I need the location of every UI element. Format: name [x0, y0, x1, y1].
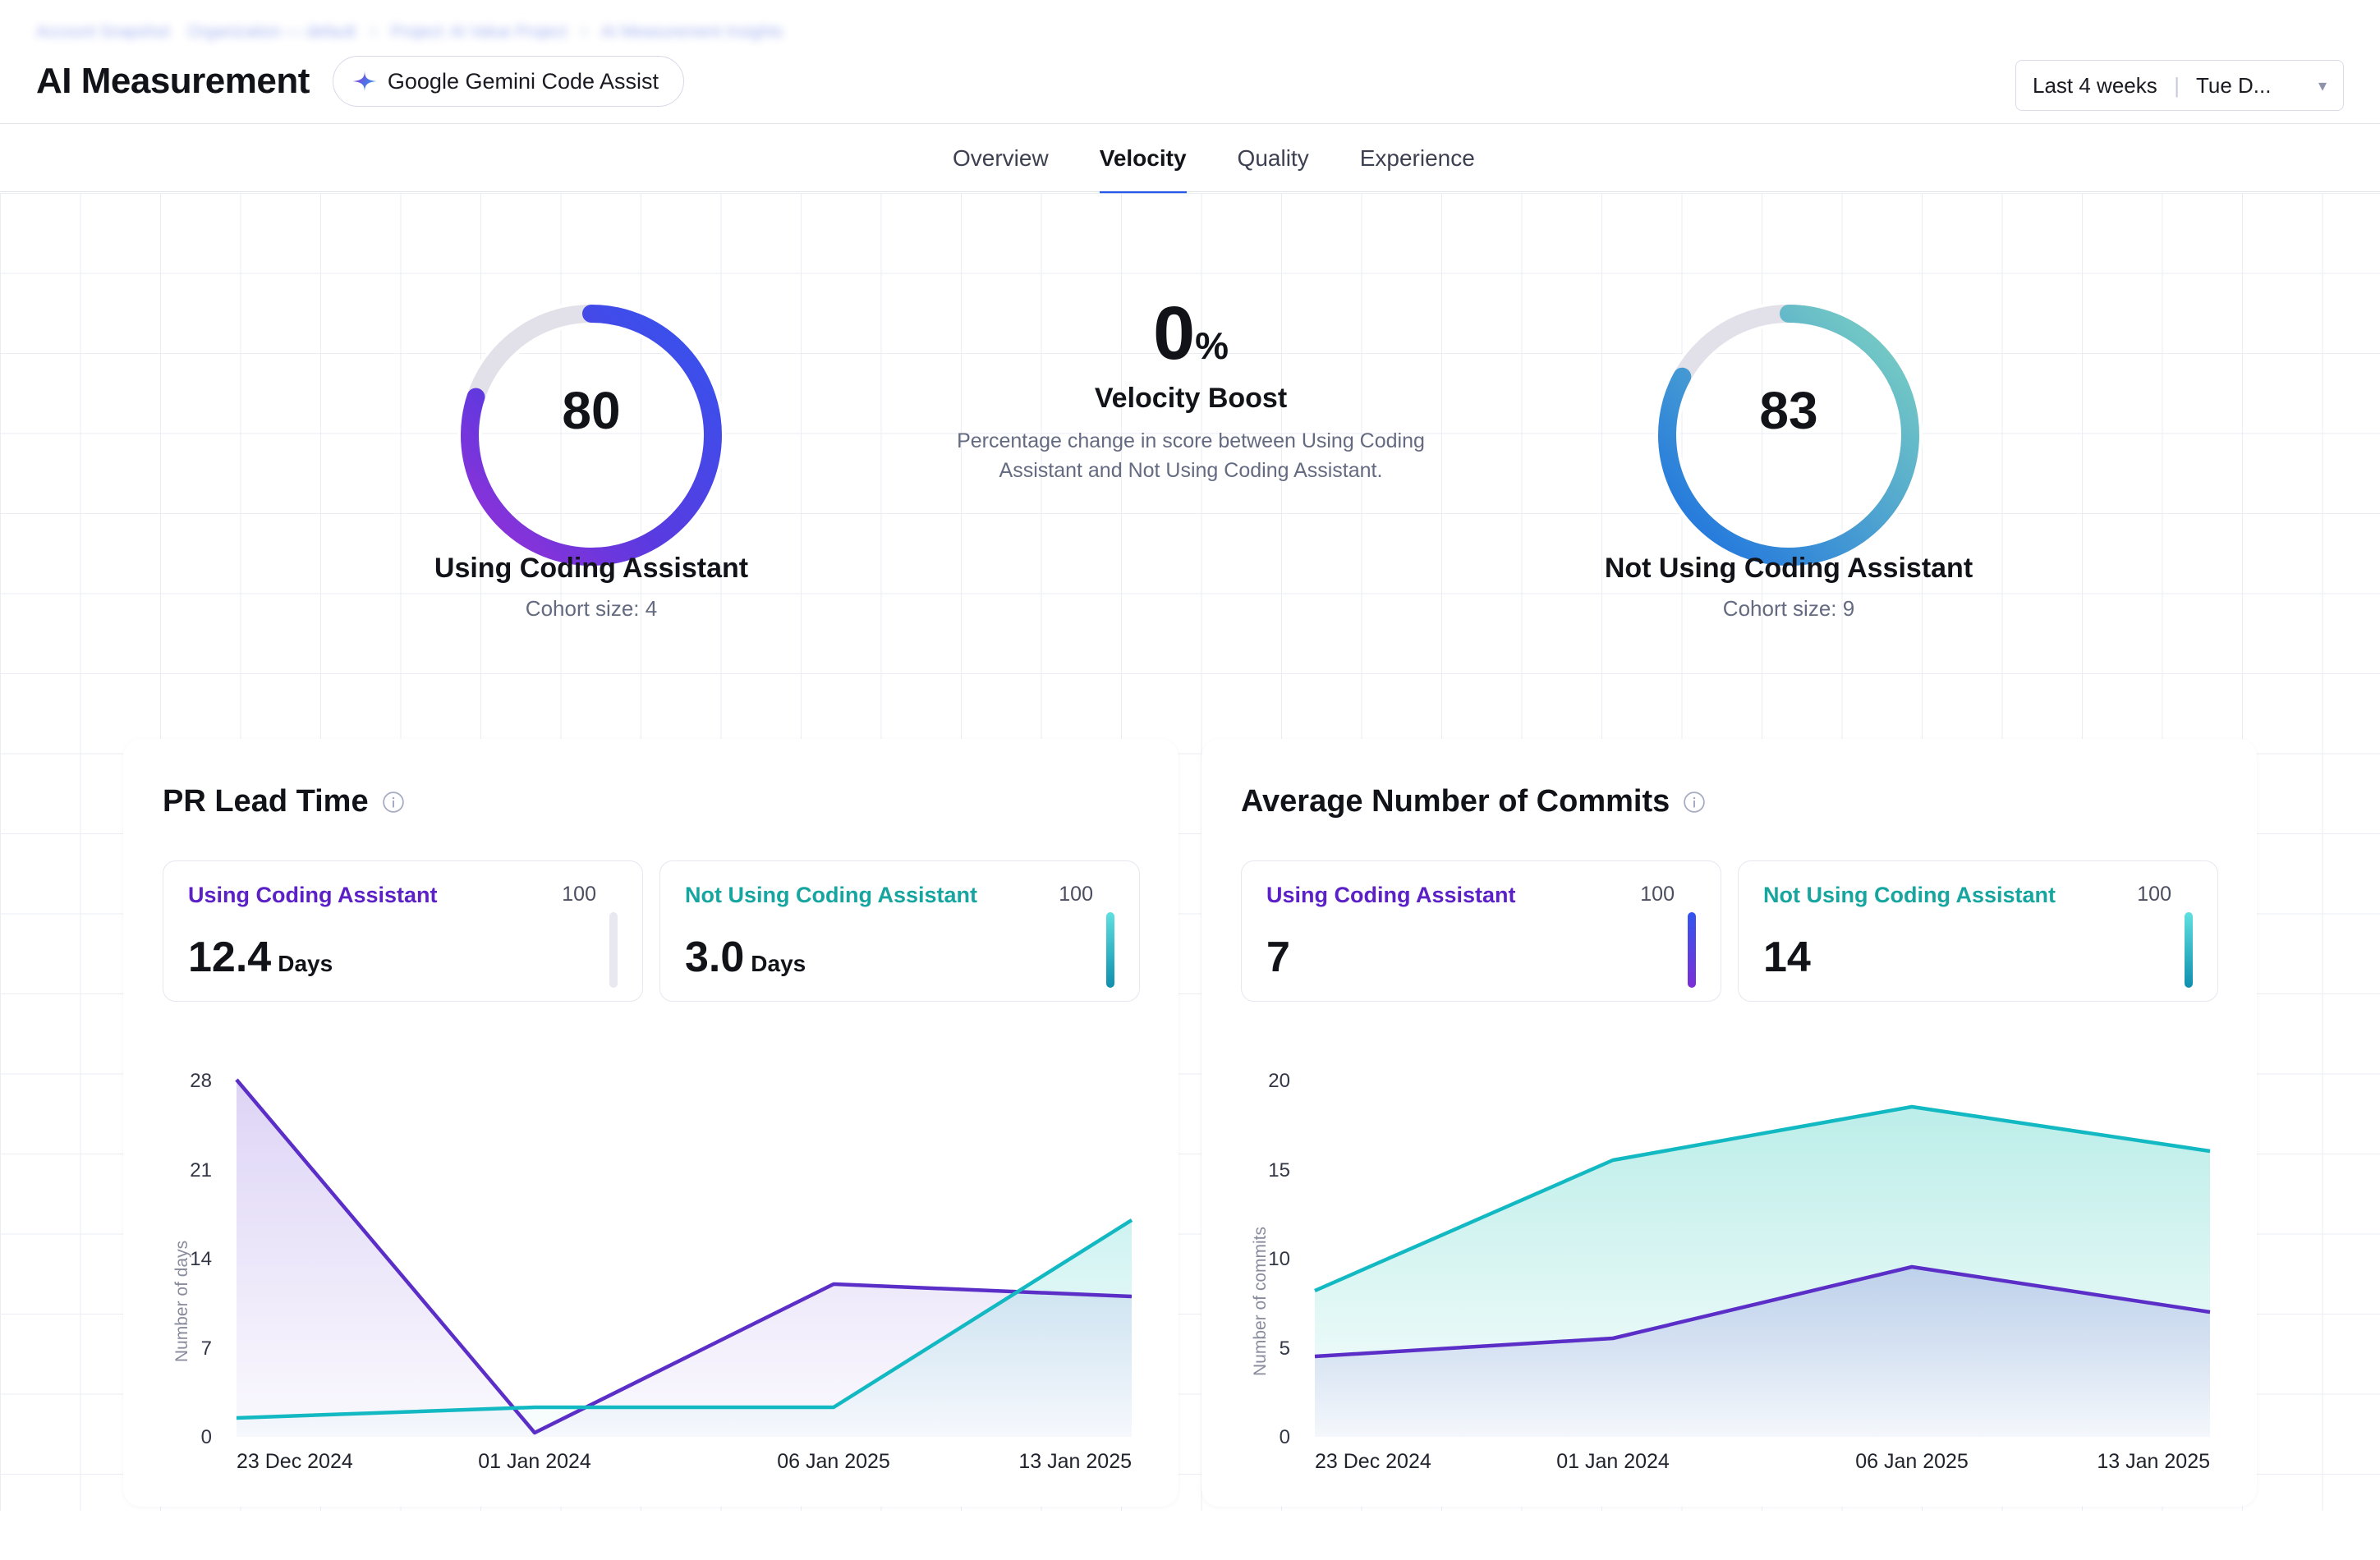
svg-text:15: 15 — [1268, 1159, 1290, 1181]
svg-text:01 Jan 2024: 01 Jan 2024 — [1556, 1450, 1670, 1473]
svg-text:10: 10 — [1268, 1248, 1290, 1270]
svg-text:Number of days: Number of days — [172, 1241, 191, 1362]
svg-text:23 Dec 2024: 23 Dec 2024 — [1315, 1450, 1431, 1473]
svg-text:01 Jan 2024: 01 Jan 2024 — [478, 1450, 591, 1473]
svg-text:06 Jan 2025: 06 Jan 2025 — [1855, 1450, 1969, 1473]
svg-text:0: 0 — [1280, 1426, 1290, 1448]
svg-text:5: 5 — [1280, 1337, 1290, 1360]
svg-text:Number of commits: Number of commits — [1251, 1227, 1270, 1376]
svg-text:7: 7 — [201, 1337, 212, 1360]
svg-text:13 Jan 2025: 13 Jan 2025 — [1018, 1450, 1132, 1473]
svg-text:06 Jan 2025: 06 Jan 2025 — [777, 1450, 890, 1473]
svg-text:23 Dec 2024: 23 Dec 2024 — [237, 1450, 353, 1473]
svg-text:28: 28 — [190, 1070, 212, 1092]
svg-text:21: 21 — [190, 1159, 212, 1181]
svg-text:0: 0 — [201, 1426, 212, 1448]
svg-text:20: 20 — [1268, 1070, 1290, 1092]
svg-text:14: 14 — [190, 1248, 212, 1270]
svg-text:13 Jan 2025: 13 Jan 2025 — [2097, 1450, 2210, 1473]
